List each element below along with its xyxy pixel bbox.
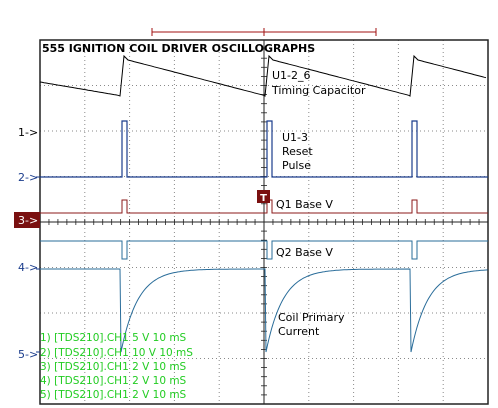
trigger-marker: T <box>257 190 270 204</box>
channel-marker-3: 3-> <box>18 214 38 227</box>
trigger-marker-label: T <box>260 193 267 204</box>
channel-marker-2: 2-> <box>18 171 38 184</box>
channel-marker-5: 5-> <box>18 348 38 361</box>
legend-entry-4: 4) [TDS210].CH1 2 V 10 mS <box>40 375 187 387</box>
channel-marker-3-box: 3-> <box>14 212 40 228</box>
trace-q2-base <box>40 240 488 260</box>
horizontal-position-marker <box>151 28 377 36</box>
annotation-reset-3: Pulse <box>282 159 311 172</box>
trace-reset-pulse <box>40 120 488 178</box>
legend-entry-2: 2) [TDS210].CH1 10 V 10 mS <box>40 347 193 359</box>
annotation-timing-2: Timing Capacitor <box>271 84 366 97</box>
annotation-reset-2: Reset <box>282 145 313 158</box>
annotation-q1: Q1 Base V <box>276 198 333 211</box>
legend: 1) [TDS210].CH1 5 V 10 mS 2) [TDS210].CH… <box>40 332 193 401</box>
legend-entry-5: 5) [TDS210].CH1 2 V 10 mS <box>40 389 187 401</box>
legend-entry-1: 1) [TDS210].CH1 5 V 10 mS <box>40 332 187 344</box>
chart-title: 555 IGNITION COIL DRIVER OSCILLOGRAPHS <box>42 42 315 55</box>
annotation-q2: Q2 Base V <box>276 246 333 259</box>
annotation-coil-1: Coil Primary <box>278 311 345 324</box>
channel-marker-1: 1-> <box>18 126 38 139</box>
annotation-coil-2: Current <box>278 325 320 338</box>
channel-marker-4: 4-> <box>18 261 38 274</box>
trace-timing-capacitor <box>39 54 487 97</box>
trace-coil-current <box>40 268 488 353</box>
annotation-timing-1: U1-2_6 <box>272 69 311 82</box>
legend-entry-3: 3) [TDS210].CH1 2 V 10 mS <box>40 361 187 373</box>
grid <box>39 39 489 405</box>
annotation-reset-1: U1-3 <box>282 131 308 144</box>
